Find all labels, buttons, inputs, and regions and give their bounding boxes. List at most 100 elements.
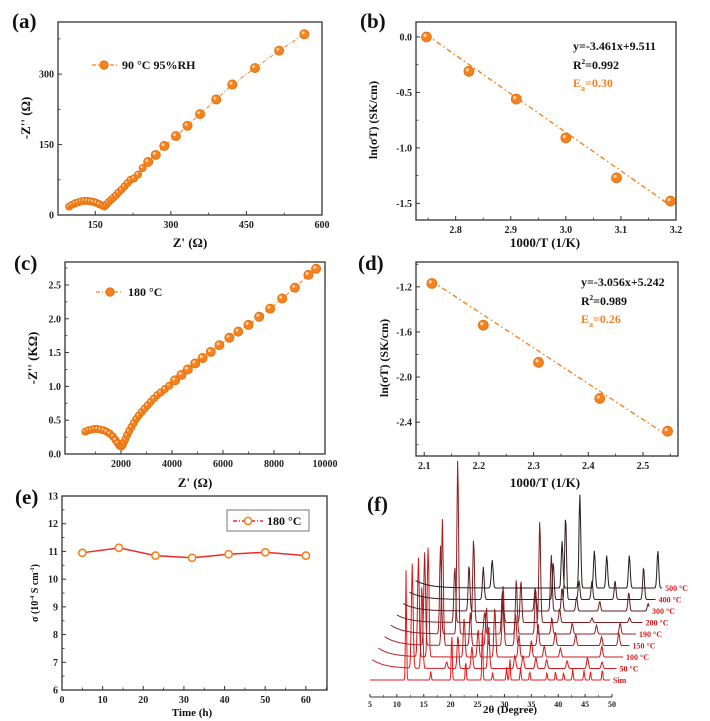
data-point-a-highlight (252, 65, 256, 69)
x-tick-label-d: 2.2 (473, 461, 486, 472)
plot-frame-b (415, 21, 677, 221)
data-point-d-highlight (480, 322, 484, 326)
y-tick-label-e: 7 (53, 658, 58, 669)
xrd-pattern-8 (415, 494, 663, 589)
data-point-c-highlight (199, 355, 203, 359)
y-tick-label-c: 0.0 (49, 450, 62, 461)
y-tick-label-c: 0.5 (49, 416, 62, 427)
ea-b: Ea=0.30 (573, 76, 613, 93)
x-tick-label-e: 30 (179, 695, 189, 706)
r2-b-value: =0.992 (585, 58, 619, 72)
xrd-pattern-5 (396, 522, 643, 623)
plot-frame-c (64, 261, 326, 455)
x-tick-label-c: 10000 (313, 459, 338, 470)
ea-b-sub: a (581, 84, 585, 93)
data-point-a (195, 109, 206, 119)
r2-d-sup: 2 (590, 294, 594, 302)
r2-b-prefix: R (573, 58, 582, 72)
equation-d: y=-3.056x+5.242 (581, 275, 665, 289)
data-point-c-highlight (178, 372, 182, 375)
data-point-a (159, 141, 170, 151)
data-point-c-highlight (292, 284, 296, 288)
xrd-pattern-4 (390, 460, 636, 635)
x-tick-label-e: 60 (301, 695, 311, 706)
data-point-c-highlight (313, 265, 317, 269)
xrd-label-0: Sim (613, 676, 627, 685)
data-point-a-highlight (161, 143, 165, 147)
data-point-a-highlight (97, 201, 100, 205)
data-point-c-highlight (148, 399, 151, 403)
x-tick-label-a: 600 (315, 220, 330, 231)
r2-d-prefix: R (581, 294, 590, 308)
x-tick-label-f: 15 (420, 700, 428, 709)
data-point-c-highlight (184, 366, 188, 370)
x-tick-label-e: 10 (98, 695, 108, 706)
x-tick-label-f: 35 (527, 700, 535, 709)
data-point-a-highlight (184, 122, 188, 126)
data-point-c-highlight (235, 328, 239, 332)
data-point-c-highlight (192, 360, 196, 364)
legend-e-box (226, 509, 310, 532)
panel-label-d: (d) (358, 251, 384, 275)
ylabel-d: ln(σT) (SK/cm) (377, 319, 391, 397)
data-point-e (187, 553, 197, 563)
xlabel-f: 2θ (Degree) (483, 704, 537, 716)
data-point-c (254, 311, 265, 322)
data-point-a-highlight (94, 200, 97, 203)
xrd-label-1: 50 °C (620, 665, 639, 674)
y-tick-label-d: -1.6 (396, 327, 412, 338)
ylabel-e: σ (10-4 S cm-1) (30, 564, 41, 622)
data-point-c-highlight (245, 322, 249, 325)
data-point-c-highlight (267, 305, 271, 309)
data-point-b (421, 31, 432, 43)
data-point-c-highlight (172, 377, 176, 381)
data-point-c-highlight (101, 428, 104, 431)
data-point-c-highlight (305, 271, 309, 275)
data-point-b (560, 132, 572, 144)
data-point-c-highlight (107, 431, 110, 434)
data-point-e (301, 551, 311, 560)
x-tick-label-f: 20 (447, 700, 455, 709)
fit-line-d (431, 280, 668, 437)
x-tick-label-d: 2.1 (418, 461, 431, 472)
legend-c-label: 180 °C (128, 285, 162, 299)
y-tick-label-e: 6 (53, 686, 58, 697)
data-point-c-highlight (110, 434, 113, 437)
data-point-b-highlight (562, 134, 566, 139)
equation-b: y=-3.461x+9.511 (573, 39, 656, 53)
data-point-a (299, 29, 310, 40)
y-tick-label-a: 150 (39, 140, 54, 151)
x-tick-label-d: 2.5 (637, 461, 650, 472)
y-tick-label-e: 9 (53, 602, 58, 613)
y-tick-label-e: 13 (48, 492, 58, 503)
data-point-d-highlight (596, 395, 600, 399)
x-tick-label-a: 450 (239, 220, 254, 231)
x-tick-label-b: 3.1 (615, 225, 628, 236)
data-point-e (260, 547, 270, 557)
panel-label-a: (a) (12, 9, 37, 33)
data-point-d-highlight (535, 359, 539, 363)
data-point-c-highlight (154, 392, 158, 396)
legend-c: 180 °C (96, 285, 162, 299)
data-point-a (211, 94, 222, 105)
data-point-a-highlight (135, 172, 139, 175)
xrd-label-4: 190 °C (639, 630, 662, 639)
data-point-c (243, 319, 254, 330)
legend-a-label: 90 °C 95%RH (122, 58, 196, 72)
y-tick-label-d: -1.2 (396, 282, 412, 293)
x-tick-label-a: 150 (88, 220, 103, 231)
ea-d-prefix: E (581, 312, 589, 326)
ea-b-prefix: E (573, 76, 581, 90)
ylabel-e-sup2: -1 (30, 567, 36, 572)
data-point-a (227, 79, 238, 90)
data-point-d (477, 319, 489, 331)
data-point-c-highlight (279, 295, 283, 299)
x-tick-label-b: 3.2 (670, 225, 683, 236)
data-point-b (665, 195, 676, 207)
data-point-a-highlight (197, 111, 201, 115)
xrd-pattern-2 (378, 547, 623, 658)
y-tick-label-c: 1.0 (49, 382, 62, 393)
x-tick-label-c: 8000 (264, 459, 284, 470)
